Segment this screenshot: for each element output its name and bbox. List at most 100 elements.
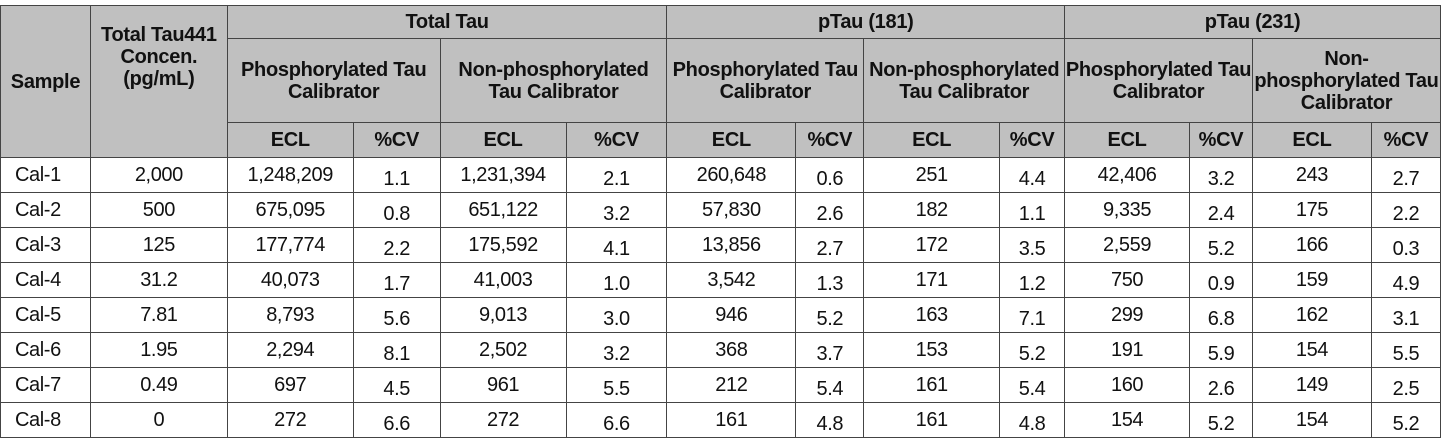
cv-cell: 8.1 (352, 332, 441, 368)
header-group-ptau-231: pTau (231) (1064, 5, 1441, 39)
header-sample: Sample (0, 5, 91, 158)
ecl-cell: 160 (1064, 367, 1191, 403)
ecl-cell: 651,122 (439, 192, 567, 228)
header-subgroup: Phosphorylated Tau Calibrator (1064, 38, 1253, 123)
ecl-cell: 175,592 (439, 227, 567, 263)
header-subgroup: Non-phosphorylated Tau Calibrator (439, 38, 668, 123)
concentration-cell: 2,000 (89, 157, 228, 193)
header-subgroup: Phosphorylated Tau Calibrator (666, 38, 865, 123)
header-ecl: ECL (863, 122, 1001, 158)
cv-cell: 3.2 (565, 332, 668, 368)
cv-cell: 7.1 (999, 297, 1066, 333)
ecl-cell: 163 (863, 297, 1001, 333)
cv-cell: 3.1 (1370, 297, 1441, 333)
table-row: Cal-3 125 177,774 2.2 175,592 4.1 13,856 2.7 172… (0, 227, 1441, 263)
ecl-cell: 177,774 (226, 227, 354, 263)
ecl-cell: 154 (1064, 402, 1191, 438)
table-row: Cal-5 7.81 8,793 5.6 9,013 3.0 946 5.2 163 7.1 299… (0, 297, 1441, 333)
concentration-cell: 0.49 (89, 367, 228, 403)
ecl-cell: 172 (863, 227, 1001, 263)
ecl-cell: 161 (666, 402, 797, 438)
ecl-cell: 2,559 (1064, 227, 1191, 263)
header-subgroup: Phosphorylated Tau Calibrator (226, 38, 441, 123)
header-cv: %CV (352, 122, 441, 158)
ecl-cell: 159 (1251, 262, 1372, 298)
cv-cell: 4.4 (999, 157, 1066, 193)
header-cv: %CV (999, 122, 1066, 158)
sample-cell: Cal-7 (0, 367, 91, 403)
cv-cell: 4.5 (352, 367, 441, 403)
cv-cell: 6.6 (565, 402, 668, 438)
ecl-cell: 299 (1064, 297, 1191, 333)
ecl-cell: 161 (863, 402, 1001, 438)
ecl-cell: 171 (863, 262, 1001, 298)
cv-cell: 2.6 (795, 192, 865, 228)
cv-cell: 2.2 (352, 227, 441, 263)
cv-cell: 5.2 (999, 332, 1066, 368)
ecl-cell: 212 (666, 367, 797, 403)
header-ecl: ECL (666, 122, 797, 158)
cv-cell: 4.8 (999, 402, 1066, 438)
cv-cell: 2.2 (1370, 192, 1441, 228)
ecl-cell: 946 (666, 297, 797, 333)
cv-cell: 5.9 (1189, 332, 1253, 368)
ecl-cell: 191 (1064, 332, 1191, 368)
cv-cell: 3.2 (1189, 157, 1253, 193)
header-ecl: ECL (1064, 122, 1191, 158)
cv-cell: 2.7 (795, 227, 865, 263)
cv-cell: 5.6 (352, 297, 441, 333)
sample-cell: Cal-4 (0, 262, 91, 298)
cv-cell: 3.2 (565, 192, 668, 228)
concentration-cell: 125 (89, 227, 228, 263)
ecl-cell: 8,793 (226, 297, 354, 333)
cv-cell: 5.5 (565, 367, 668, 403)
concentration-cell: 0 (89, 402, 228, 438)
table-row: Cal-8 0 272 6.6 272 6.6 161 4.8 161 4.8 154 5.2 154 5… (0, 402, 1441, 438)
sample-cell: Cal-2 (0, 192, 91, 228)
cv-cell: 6.8 (1189, 297, 1253, 333)
ecl-cell: 675,095 (226, 192, 354, 228)
cv-cell: 0.8 (352, 192, 441, 228)
cv-cell: 3.5 (999, 227, 1066, 263)
cv-cell: 4.8 (795, 402, 865, 438)
cv-cell: 2.1 (565, 157, 668, 193)
cv-cell: 0.9 (1189, 262, 1253, 298)
header-subgroup: Non-phosphorylated Tau Calibrator (863, 38, 1066, 123)
sample-cell: Cal-1 (0, 157, 91, 193)
cv-cell: 5.2 (795, 297, 865, 333)
ecl-cell: 161 (863, 367, 1001, 403)
header-subgroup: Non-phosphorylated Tau Calibrator (1251, 38, 1441, 123)
concentration-cell: 7.81 (89, 297, 228, 333)
ecl-cell: 1,231,394 (439, 157, 567, 193)
ecl-cell: 182 (863, 192, 1001, 228)
sample-cell: Cal-8 (0, 402, 91, 438)
ecl-cell: 42,406 (1064, 157, 1191, 193)
ecl-cell: 154 (1251, 402, 1372, 438)
cv-cell: 5.2 (1189, 227, 1253, 263)
ecl-cell: 750 (1064, 262, 1191, 298)
header-ecl: ECL (439, 122, 567, 158)
ecl-cell: 260,648 (666, 157, 797, 193)
ecl-cell: 368 (666, 332, 797, 368)
cv-cell: 5.5 (1370, 332, 1441, 368)
header-cv: %CV (795, 122, 865, 158)
ecl-cell: 243 (1251, 157, 1372, 193)
concentration-cell: 500 (89, 192, 228, 228)
sample-cell: Cal-5 (0, 297, 91, 333)
cv-cell: 2.7 (1370, 157, 1441, 193)
ecl-cell: 166 (1251, 227, 1372, 263)
cv-cell: 4.9 (1370, 262, 1441, 298)
sample-cell: Cal-6 (0, 332, 91, 368)
table-row: Cal-1 2,000 1,248,209 1.1 1,231,394 2.1 260,64… (0, 157, 1441, 193)
cv-cell: 3.0 (565, 297, 668, 333)
ecl-cell: 57,830 (666, 192, 797, 228)
cv-cell: 1.3 (795, 262, 865, 298)
ecl-cell: 272 (439, 402, 567, 438)
ecl-cell: 1,248,209 (226, 157, 354, 193)
cv-cell: 5.4 (795, 367, 865, 403)
concentration-cell: 1.95 (89, 332, 228, 368)
header-cv: %CV (565, 122, 668, 158)
cv-cell: 1.7 (352, 262, 441, 298)
ecl-cell: 2,294 (226, 332, 354, 368)
ecl-cell: 961 (439, 367, 567, 403)
